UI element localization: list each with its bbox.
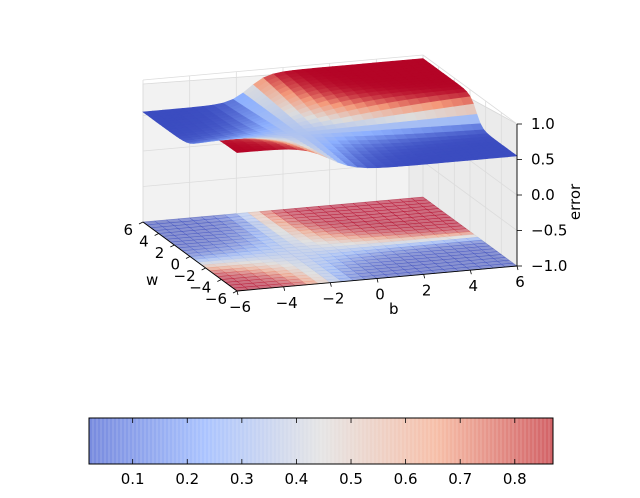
colorbar-ticks: 0.1 0.2 0.3 0.4 0.5 0.6 0.7 0.8 bbox=[121, 418, 527, 488]
b-tick-label: −4 bbox=[276, 294, 298, 312]
w-tick-mark bbox=[185, 256, 191, 259]
colorbar-tick-label: 0.1 bbox=[121, 470, 145, 488]
z-tick-label: −1.0 bbox=[531, 257, 567, 275]
w-axis-label: w bbox=[146, 271, 158, 289]
colorbar-tick-label: 0.4 bbox=[285, 470, 309, 488]
w-tick-label: −2 bbox=[174, 267, 196, 285]
colorbar-frame bbox=[88, 417, 554, 465]
w-tick-label: 0 bbox=[170, 256, 180, 274]
w-tick-label: 6 bbox=[123, 221, 133, 239]
error-surface bbox=[142, 58, 518, 169]
w-tick-mark bbox=[217, 279, 222, 282]
b-axis-ticks: −6 −4 −2 0 2 4 6 bbox=[229, 265, 525, 316]
b-tick-mark bbox=[376, 278, 379, 283]
colorbar-tick-label: 0.2 bbox=[175, 470, 199, 488]
b-tick-mark bbox=[236, 290, 239, 296]
colorbar-gradient bbox=[89, 418, 553, 464]
colorbar-tick-label: 0.7 bbox=[448, 470, 472, 488]
grid-line bbox=[422, 161, 518, 231]
z-tick-label: −0.5 bbox=[531, 222, 567, 240]
grid-line bbox=[142, 54, 424, 81]
b-tick-label: −2 bbox=[322, 290, 344, 308]
b-tick-mark bbox=[423, 274, 426, 279]
w-tick-mark bbox=[201, 267, 206, 271]
colorbar-stripes bbox=[88, 418, 550, 464]
w-tick-label: −6 bbox=[205, 290, 227, 308]
w-tick-mark bbox=[138, 221, 144, 225]
b-tick-mark bbox=[516, 265, 519, 271]
b-tick-label: 2 bbox=[422, 281, 432, 299]
w-tick-mark bbox=[170, 244, 175, 248]
z-axis-ticks: −1.0 −0.5 0.0 0.5 1.0 bbox=[517, 115, 567, 275]
colorbar-tick-label: 0.3 bbox=[230, 470, 254, 488]
b-tick-mark bbox=[329, 282, 332, 287]
z-tick-label: 1.0 bbox=[531, 115, 555, 133]
b-tick-mark bbox=[283, 286, 286, 291]
w-tick-label: 2 bbox=[155, 244, 165, 262]
colorbar-tick-label: 0.6 bbox=[394, 470, 418, 488]
w-tick-label: −4 bbox=[189, 279, 211, 297]
b-tick-label: 6 bbox=[515, 273, 525, 291]
w-tick-mark bbox=[232, 290, 238, 294]
z-axis-label: error bbox=[566, 183, 584, 220]
colorbar: 0.1 0.2 0.3 0.4 0.5 0.6 0.7 0.8 bbox=[88, 417, 554, 488]
b-tick-label: 0 bbox=[375, 286, 385, 304]
grid-line bbox=[422, 54, 518, 125]
b-tick-label: 4 bbox=[469, 277, 479, 295]
z-tick-label: 0.0 bbox=[531, 186, 555, 204]
colorbar-tick-label: 0.8 bbox=[503, 470, 527, 488]
b-axis-label: b bbox=[389, 300, 399, 318]
w-tick-label: 4 bbox=[139, 233, 149, 251]
z-tick-label: 0.5 bbox=[531, 151, 555, 169]
floor-contour bbox=[142, 196, 518, 292]
colorbar-tick-label: 0.5 bbox=[339, 470, 363, 488]
surface-patch bbox=[142, 110, 158, 115]
b-tick-label: −6 bbox=[229, 298, 251, 316]
b-tick-mark bbox=[469, 270, 472, 275]
w-tick-mark bbox=[154, 233, 159, 236]
